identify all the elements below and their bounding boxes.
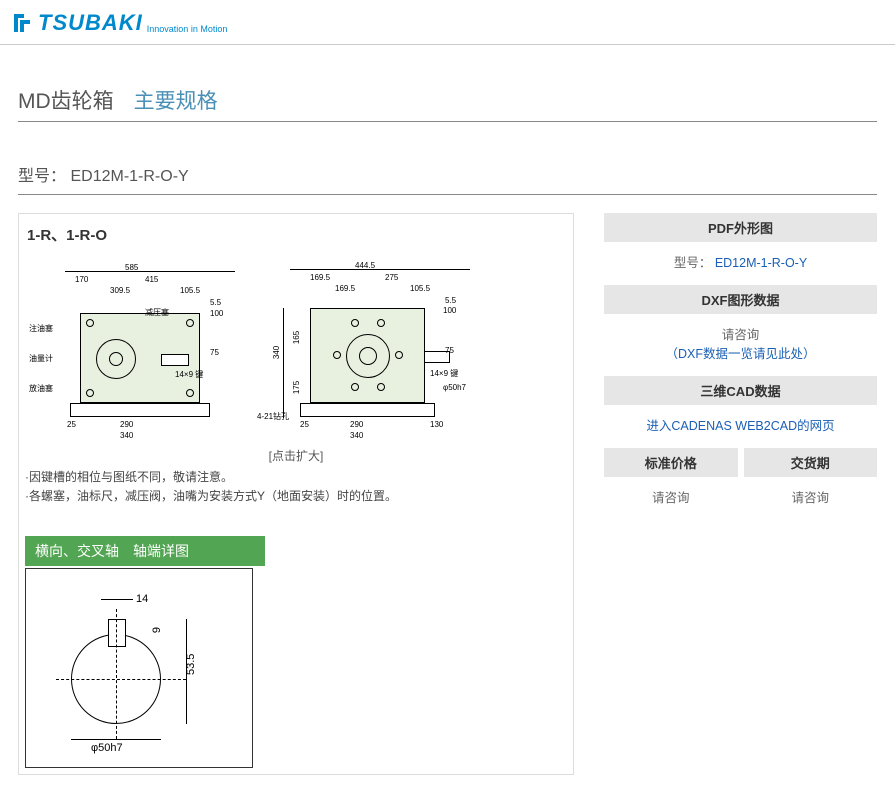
dim-label: 75 xyxy=(210,348,219,357)
dim-label: 340 xyxy=(120,431,133,440)
dim-label: 14×9 键 xyxy=(175,369,203,380)
leadtime-panel-header: 交货期 xyxy=(744,448,878,477)
base-left-icon xyxy=(70,403,210,417)
label-oil-drain: 放油塞 xyxy=(29,383,53,394)
logo-mark-icon xyxy=(10,8,38,36)
bolt-icon xyxy=(395,351,403,359)
dim-label: φ50h7 xyxy=(91,742,123,754)
diagram-note: ·各螺塞，油标尺，减压阀，油嘴为安装方式Y（地面安装）时的位置。 xyxy=(25,487,567,506)
diagram-heading: 1-R、1-R-O xyxy=(27,224,567,245)
shaft-face-inner-icon xyxy=(359,347,377,365)
dim-line xyxy=(65,271,235,272)
dim-label: 169.5 xyxy=(335,284,355,293)
dim-label: 165 xyxy=(292,331,301,344)
leadtime-value: 请咨询 xyxy=(744,483,878,520)
brand-name: TSUBAKI xyxy=(38,10,143,36)
brand-logo[interactable]: TSUBAKI Innovation in Motion xyxy=(10,8,885,36)
centerline-icon xyxy=(56,679,186,680)
dim-line xyxy=(101,599,133,600)
bolt-icon xyxy=(351,319,359,327)
bolt-icon xyxy=(86,389,94,397)
label-relief: 减压塞 xyxy=(145,307,169,318)
diagram-note: ·因键槽的相位与图纸不同，敬请注意。 xyxy=(25,468,567,487)
diagram-zoom-caption[interactable]: [点击扩大] xyxy=(25,447,567,464)
dim-label: 309.5 xyxy=(110,286,130,295)
bolt-icon xyxy=(186,319,194,327)
dim-label: 100 xyxy=(210,309,223,318)
bolt-icon xyxy=(377,383,385,391)
site-header: TSUBAKI Innovation in Motion xyxy=(0,0,895,45)
dim-label: 340 xyxy=(350,431,363,440)
dim-label: 170 xyxy=(75,275,88,284)
dim-label: 290 xyxy=(120,420,133,429)
dim-label: φ50h7 xyxy=(443,383,466,392)
keyway-icon xyxy=(108,619,126,647)
dim-label: 14 xyxy=(136,593,148,605)
shaft-ext-icon xyxy=(161,354,189,366)
page-title-main: MD齿轮箱 xyxy=(18,85,114,115)
dxf-panel-header: DXF图形数据 xyxy=(604,285,877,314)
dim-label: 169.5 xyxy=(310,273,330,282)
base-right-icon xyxy=(300,403,435,417)
dim-label: 9 xyxy=(151,627,163,633)
dim-label: 5.5 xyxy=(445,296,456,305)
pdf-download-link[interactable]: ED12M-1-R-O-Y xyxy=(715,256,807,270)
label-bolt-spec: 4-21钻孔 xyxy=(257,411,289,422)
brand-tagline: Innovation in Motion xyxy=(147,24,228,34)
dim-label: 14×9 键 xyxy=(430,368,458,379)
dim-label: 290 xyxy=(350,420,363,429)
dim-label: 25 xyxy=(67,420,76,429)
cad-panel-header: 三维CAD数据 xyxy=(604,376,877,405)
dim-line xyxy=(290,269,470,270)
dim-label: 25 xyxy=(300,420,309,429)
bolt-icon xyxy=(333,351,341,359)
dim-label: 340 xyxy=(272,346,281,359)
page-title-sub: 主要规格 xyxy=(134,85,218,115)
outline-drawing[interactable]: 585 170 415 309.5 105.5 5.5 100 75 14×9 … xyxy=(25,253,567,443)
label-oil-gauge: 油量计 xyxy=(29,353,53,364)
pdf-model-label: 型号： xyxy=(674,256,712,270)
pdf-panel-header: PDF外形图 xyxy=(604,213,877,242)
dim-line xyxy=(71,739,161,740)
model-value: ED12M-1-R-O-Y xyxy=(70,168,188,185)
crosssection-header: 横向、交叉轴 轴端详图 xyxy=(25,536,265,566)
diagram-panel: 1-R、1-R-O 585 170 415 309.5 xyxy=(18,213,574,775)
dim-label: 53.5 xyxy=(185,654,197,675)
gearbox-left-body xyxy=(80,313,200,403)
crosssection-drawing[interactable]: 14 9 53.5 φ50h7 xyxy=(25,568,253,768)
price-value: 请咨询 xyxy=(604,483,738,520)
dim-label: 275 xyxy=(385,273,398,282)
centerline-icon xyxy=(116,609,117,739)
bolt-icon xyxy=(86,319,94,327)
dxf-list-link[interactable]: （DXF数据一览请见此处） xyxy=(666,347,816,361)
price-panel-header: 标准价格 xyxy=(604,448,738,477)
dxf-contact-text: 请咨询 xyxy=(604,324,877,343)
shaft-inner-icon xyxy=(109,352,123,366)
model-row: 型号： ED12M-1-R-O-Y xyxy=(18,162,877,195)
bolt-icon xyxy=(186,389,194,397)
page-title-row: MD齿轮箱 主要规格 xyxy=(18,85,877,122)
bolt-icon xyxy=(351,383,359,391)
dim-label: 130 xyxy=(430,420,443,429)
dim-label: 105.5 xyxy=(180,286,200,295)
dim-label: 100 xyxy=(443,306,456,315)
cad-web2cad-link[interactable]: 进入CADENAS WEB2CAD的网页 xyxy=(646,419,834,433)
dim-label: 105.5 xyxy=(410,284,430,293)
dim-label: 5.5 xyxy=(210,298,221,307)
dim-label: 175 xyxy=(292,381,301,394)
label-oil-fill: 注油塞 xyxy=(29,323,53,334)
dim-label: 75 xyxy=(445,346,454,355)
bolt-icon xyxy=(377,319,385,327)
dim-label: 415 xyxy=(145,275,158,284)
model-label: 型号： xyxy=(18,168,66,185)
dim-line xyxy=(283,308,284,418)
gearbox-right-body xyxy=(310,308,425,403)
sidebar: PDF外形图 型号： ED12M-1-R-O-Y DXF图形数据 请咨询 （DX… xyxy=(604,213,877,520)
